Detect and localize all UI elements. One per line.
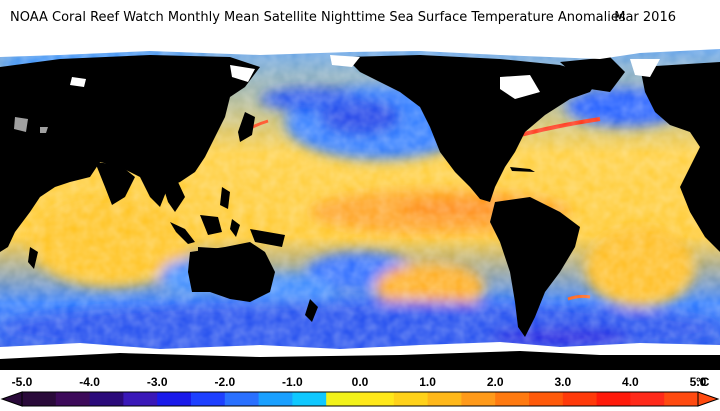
colorbar-segment [562, 392, 598, 406]
antarctic-sea-ice [0, 342, 720, 359]
map-date: Mar 2016 [614, 10, 676, 25]
land-indochina [160, 177, 185, 212]
world-sst-anomaly-map [0, 37, 720, 370]
colorbar-tick-label: 1.0 [419, 375, 436, 389]
colorbar-segment [630, 392, 665, 406]
colorbar-segment [55, 392, 91, 406]
land-borneo [200, 215, 222, 235]
colorbar-segment [22, 392, 57, 406]
colorbar-segment [596, 392, 631, 406]
colorbar-segment [191, 392, 226, 406]
colorbar-tick-label: 2.0 [486, 375, 504, 389]
colorbar [0, 391, 720, 407]
colorbar-segment [427, 392, 462, 406]
colorbar-segment [393, 392, 429, 406]
map-title-bar: NOAA Coral Reef Watch Monthly Mean Satel… [0, 10, 720, 30]
land-eurasia-africa [0, 55, 260, 252]
colorbar-segment [89, 392, 124, 406]
colorbar-tick-label: 5.0 [689, 375, 707, 389]
bering-sea-ice [330, 55, 360, 67]
land-greenland [560, 57, 625, 92]
okhotsk-sea-ice [230, 65, 255, 82]
land-new-guinea [250, 229, 285, 247]
colorbar-tick-label: -1.0 [282, 375, 303, 389]
colorbar-tick-label: 3.0 [554, 375, 572, 389]
colorbar-segment [157, 392, 192, 406]
greenland-sea-ice [630, 59, 660, 77]
land-sumatra [170, 222, 195, 244]
land-south-america [490, 197, 580, 337]
colorbar-segment [664, 392, 699, 406]
colorbar-outline [21, 391, 699, 407]
colorbar-segment [461, 392, 496, 406]
aral-no-data [40, 127, 48, 133]
arctic-sea-ice [0, 37, 720, 59]
land-sulawesi [230, 219, 240, 237]
colorbar-segment [123, 392, 158, 406]
colorbar-min-arrow [0, 391, 23, 407]
no-data-regions [14, 117, 48, 133]
land-cuba [510, 167, 535, 172]
colorbar-unit-label: °C [696, 375, 710, 389]
colorbar-segment [529, 392, 564, 406]
colorbar-tick-label: 4.0 [622, 375, 639, 389]
colorbar-max-arrow [697, 391, 720, 407]
colorbar-segment [326, 392, 361, 406]
colorbar-tick-label: -4.0 [79, 375, 100, 389]
land-new-zealand [305, 299, 318, 322]
land-europe-africa-east [640, 62, 720, 252]
colorbar-tick-label: -2.0 [214, 375, 236, 389]
colorbar-tick-label: -5.0 [11, 375, 33, 389]
colorbar-segment [258, 392, 293, 406]
caspian-ice [70, 77, 86, 87]
colorbar-segment [292, 392, 327, 406]
sea-ice [0, 37, 720, 359]
land-australia [188, 242, 275, 302]
land-britain [666, 85, 676, 102]
colorbar-segment [495, 392, 530, 406]
land-philippines [220, 187, 230, 209]
land-india [95, 162, 135, 205]
land-japan [238, 112, 255, 142]
colorbar-labels: -5.0 -4.0 -3.0 -2.0 -1.0 0.0 1.0 2.0 3.0 4.0 5.0 °C [0, 375, 720, 391]
colorbar-segment [224, 392, 260, 406]
hudson-bay-ice [500, 75, 540, 99]
map-title: NOAA Coral Reef Watch Monthly Mean Satel… [10, 10, 626, 25]
colorbar-segment [360, 392, 395, 406]
colorbar-tick-label: 0.0 [351, 375, 369, 389]
colorbar-tick-label: -3.0 [146, 375, 168, 389]
caspian-no-data [14, 117, 28, 132]
land-madagascar [28, 247, 38, 269]
